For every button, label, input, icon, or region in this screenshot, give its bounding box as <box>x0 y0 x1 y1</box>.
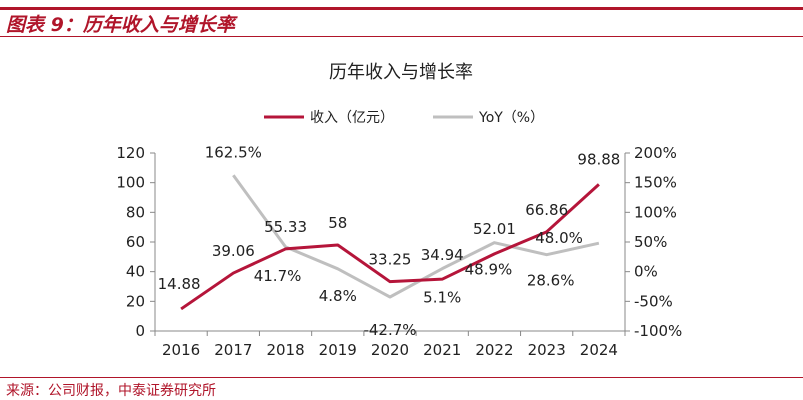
right-tick-label: 150% <box>634 174 677 192</box>
revenue-data-label: 33.25 <box>369 251 412 269</box>
x-tick-label: 2020 <box>371 341 409 359</box>
x-tick-label: 2019 <box>319 341 357 359</box>
series-line-revenue <box>180 183 600 311</box>
axes: 0 20 40 60 80 100 120 -100% -50% 0% 50% 100% 150% 200… <box>116 144 682 359</box>
yoy-data-label: 48.9% <box>465 261 513 279</box>
legend: 收入（亿元） YoY（%） <box>264 110 544 126</box>
series-line-yoy <box>232 174 600 299</box>
right-tick-label: -100% <box>634 322 682 340</box>
left-tick-label: 120 <box>116 144 145 162</box>
x-tick-label: 2017 <box>214 341 252 359</box>
revenue-data-label: 52.01 <box>473 220 516 238</box>
yoy-data-label: -42.7% <box>363 321 416 339</box>
yoy-data-label: 5.1% <box>423 289 461 307</box>
x-tick-label: 2023 <box>528 341 566 359</box>
left-tick-label: 40 <box>126 263 145 281</box>
x-tick-label: 2022 <box>475 341 513 359</box>
legend-item-revenue-label: 收入（亿元） <box>310 110 394 126</box>
left-tick-label: 20 <box>126 292 145 310</box>
revenue-data-label: 39.06 <box>212 242 255 260</box>
revenue-data-label: 34.94 <box>421 246 464 264</box>
x-tick-label: 2021 <box>423 341 461 359</box>
x-tick-label: 2018 <box>266 341 304 359</box>
left-tick-label: 0 <box>135 322 145 340</box>
right-tick-label: 200% <box>634 144 677 162</box>
title-underline <box>0 36 803 37</box>
revenue-data-label: 58 <box>328 214 347 232</box>
right-tick-label: 100% <box>634 203 677 221</box>
figure-label: 图表 9：历年收入与增长率 <box>6 14 235 36</box>
source-rule <box>0 377 803 378</box>
revenue-data-label: 14.88 <box>158 275 201 293</box>
source-note: 来源：公司财报，中泰证券研究所 <box>6 383 216 399</box>
yoy-data-label: 28.6% <box>527 272 575 290</box>
revenue-data-label: 98.88 <box>577 150 620 168</box>
right-tick-label: 0% <box>634 263 658 281</box>
yoy-data-label: 48.0% <box>535 229 583 247</box>
left-tick-label: 60 <box>126 233 145 251</box>
right-tick-label: -50% <box>634 292 673 310</box>
revenue-data-label: 66.86 <box>525 201 568 219</box>
yoy-data-label: 41.7% <box>254 267 302 285</box>
plot-area: 14.88 39.06 55.33 58 33.25 34.94 52.01 66.86 98.… <box>158 143 621 339</box>
yoy-data-label: 162.5% <box>205 143 262 161</box>
top-rule <box>0 7 803 10</box>
chart-title: 历年收入与增长率 <box>329 62 473 83</box>
x-tick-label: 2024 <box>580 341 618 359</box>
yoy-data-label: 4.8% <box>319 287 357 305</box>
revenue-data-label: 55.33 <box>264 218 307 236</box>
x-tick-label: 2016 <box>162 341 200 359</box>
left-tick-label: 80 <box>126 203 145 221</box>
left-tick-label: 100 <box>116 174 145 192</box>
legend-item-yoy-label: YoY（%） <box>478 110 544 126</box>
right-tick-label: 50% <box>634 233 667 251</box>
